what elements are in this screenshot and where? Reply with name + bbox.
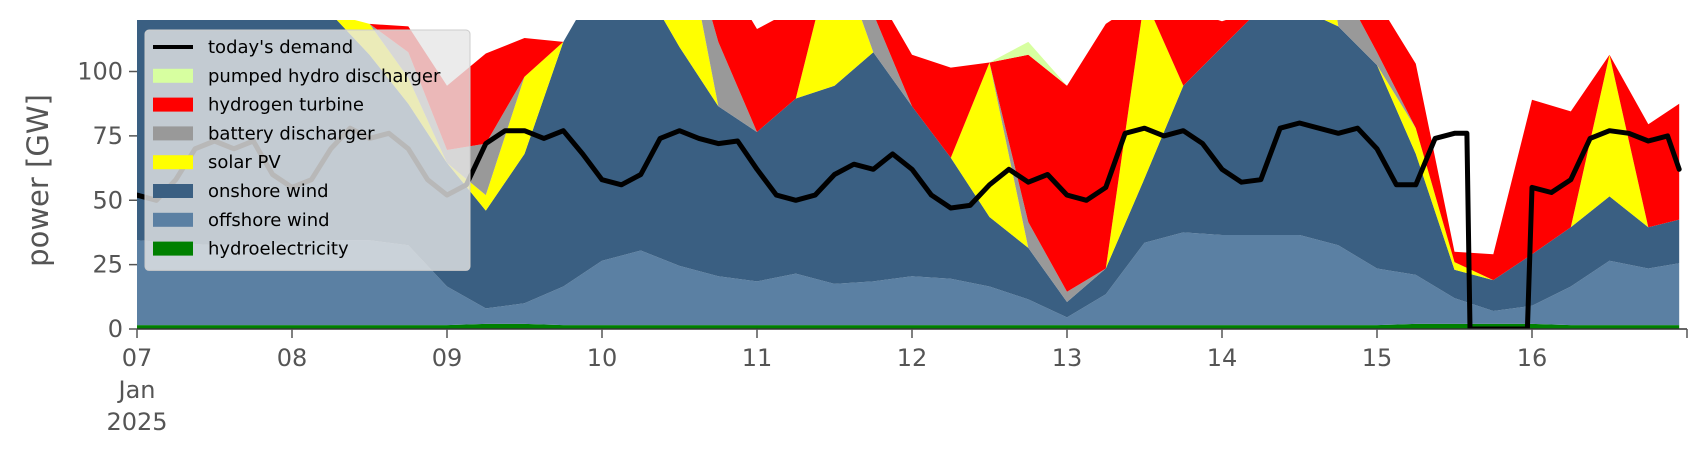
area-solar-pv	[336, 20, 1680, 302]
y-tick-label: 100	[77, 58, 123, 86]
legend-swatch-hydrogen-turbine	[153, 97, 193, 112]
legend-label-battery-discharger: battery discharger	[208, 123, 375, 144]
x-tick-label: 09	[432, 344, 463, 372]
area-offshore-wind	[137, 232, 1680, 326]
y-tick-label: 25	[92, 251, 123, 279]
legend-label-onshore-wind: onshore wind	[208, 181, 329, 202]
y-tick-label: 50	[92, 186, 123, 214]
y-tick-label: 0	[108, 315, 123, 343]
x-tick-label: 07	[122, 344, 153, 372]
legend-label-hydroelectricity: hydroelectricity	[208, 239, 349, 260]
legend-label-offshore-wind: offshore wind	[208, 210, 330, 231]
x-tick-label: 16	[1517, 344, 1548, 372]
x-tick-label: 13	[1052, 344, 1083, 372]
x-tick-label: 2025	[106, 408, 167, 436]
legend-label-hydrogen-turbine: hydrogen turbine	[208, 95, 364, 116]
x-tick-label: 11	[742, 344, 773, 372]
area-hydrogen-turbine	[354, 20, 1680, 292]
x-tick-label: Jan	[117, 376, 156, 404]
x-tick-label: 12	[897, 344, 928, 372]
axes: 0 25 50 75 100 07 Jan 2025 08 09 10 11 12 13 14 15 16	[77, 58, 1688, 436]
y-tick-label: 75	[92, 122, 123, 150]
legend-box	[144, 29, 471, 271]
legend-swatch-solar-pv	[153, 155, 193, 170]
legend-swatch-offshore-wind	[153, 212, 193, 227]
legend-swatch-battery-discharger	[153, 126, 193, 141]
legend-swatch-hydroelectricity	[153, 241, 193, 256]
legend-swatch-onshore-wind	[153, 184, 193, 198]
x-tick-label: 08	[277, 344, 308, 372]
area-hydroelectricity	[137, 323, 1680, 329]
x-tick-label: 10	[587, 344, 618, 372]
x-tick-label: 15	[1362, 344, 1393, 372]
legend-label-pumped-hydro-discharger: pumped hydro discharger	[208, 66, 441, 87]
legend: today's demand pumped hydro discharger hyd…	[144, 29, 471, 271]
legend-swatch-pumped-hydro-discharger	[153, 68, 193, 83]
legend-label-today-s-demand: today's demand	[208, 37, 353, 58]
y-axis-label: power [GW]	[21, 94, 55, 267]
legend-label-solar-pv: solar PV	[208, 152, 281, 173]
x-tick-label: 14	[1207, 344, 1238, 372]
